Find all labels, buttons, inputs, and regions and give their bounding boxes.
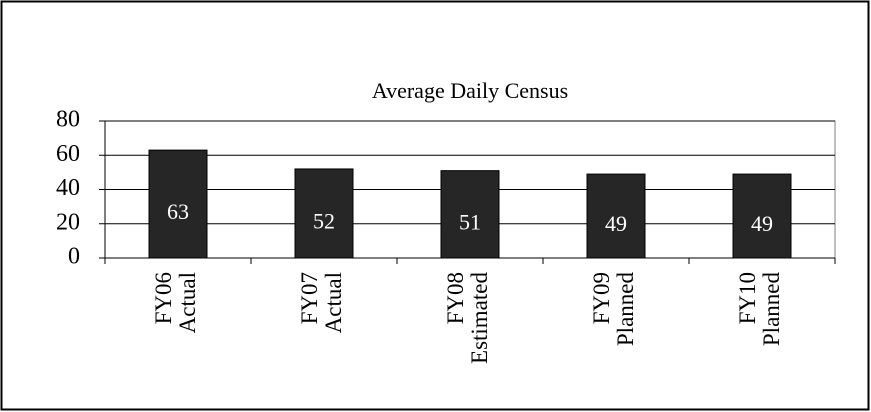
bar bbox=[294, 168, 354, 259]
x-tick-label: FY06Actual bbox=[151, 272, 200, 333]
y-tick-label: 80 bbox=[56, 107, 80, 133]
x-tick-label: FY08Estimated bbox=[443, 272, 492, 364]
y-tick-label: 40 bbox=[56, 175, 80, 201]
y-tick-label: 0 bbox=[68, 244, 80, 270]
y-tick-label: 60 bbox=[56, 141, 80, 167]
chart-title: Average Daily Census bbox=[372, 78, 568, 103]
bar bbox=[732, 173, 792, 259]
y-tick-label: 20 bbox=[56, 209, 80, 235]
x-tick-label: FY09Planned bbox=[589, 272, 638, 347]
x-tick-label: FY07Actual bbox=[297, 272, 346, 333]
data-label: 49 bbox=[751, 211, 773, 236]
bar bbox=[440, 170, 500, 259]
data-label: 63 bbox=[167, 199, 189, 224]
data-label: 51 bbox=[459, 209, 481, 234]
x-tick-label: FY10Planned bbox=[735, 272, 784, 347]
data-label: 49 bbox=[605, 211, 627, 236]
bar bbox=[586, 173, 646, 259]
bar bbox=[148, 149, 208, 259]
data-label: 52 bbox=[313, 209, 335, 234]
